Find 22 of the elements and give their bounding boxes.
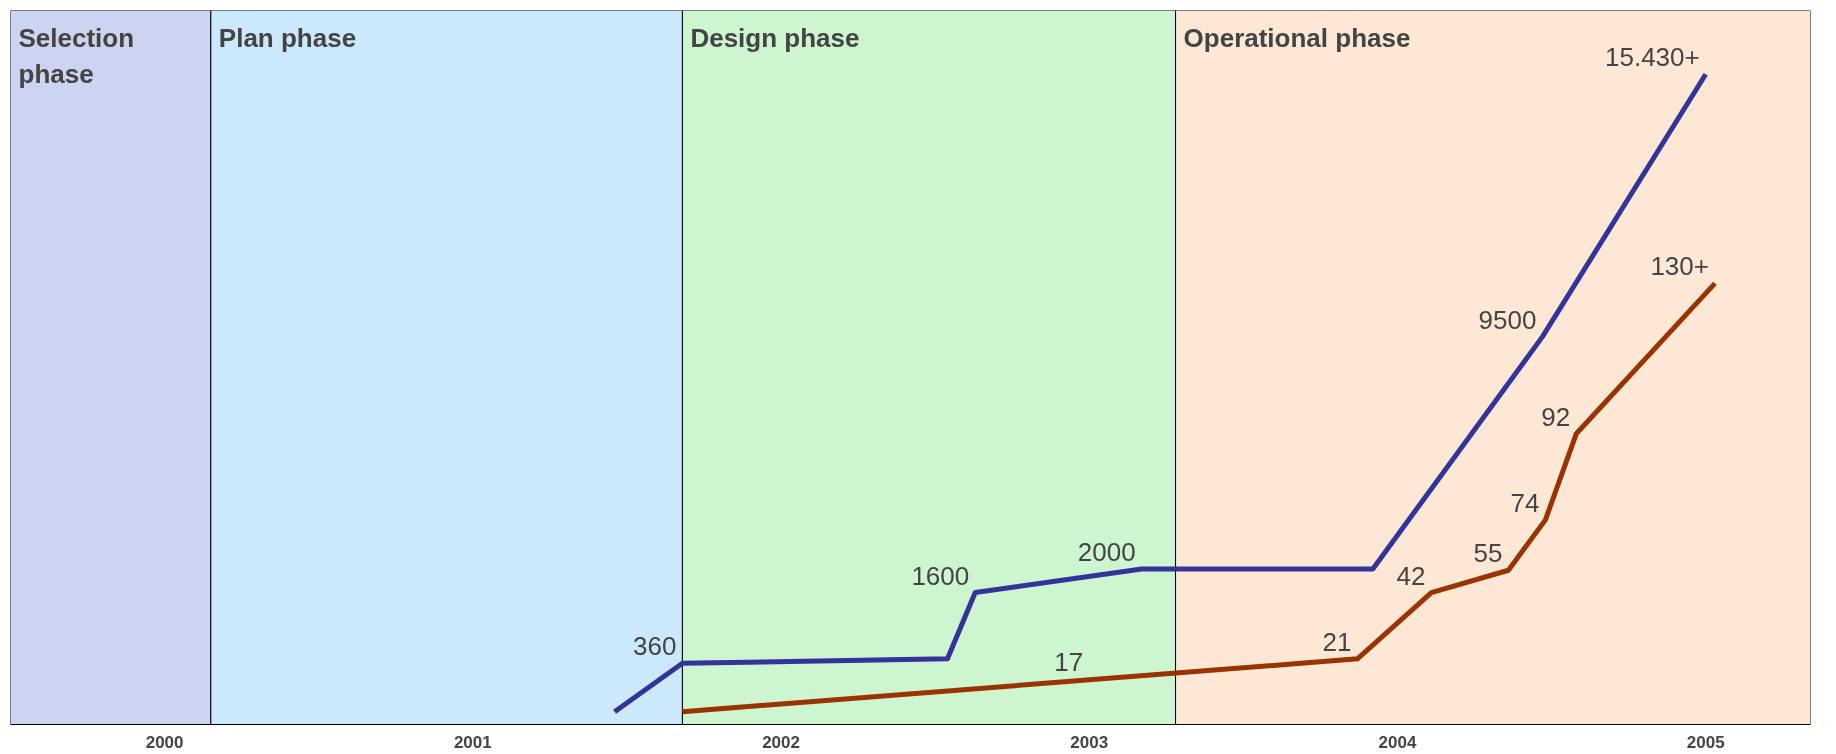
annotation: 130+ xyxy=(1650,251,1709,282)
annotation: 15.430+ xyxy=(1605,42,1700,73)
band-label: Plan phase xyxy=(218,22,357,53)
band-label: Design phase xyxy=(690,22,860,53)
annotation: 17 xyxy=(1054,646,1084,677)
band-label: Selection phase xyxy=(18,22,135,89)
annotation: 1600 xyxy=(911,560,970,591)
annotation: 21 xyxy=(1322,626,1352,657)
x-tick-label: 2001 xyxy=(453,732,492,752)
annotation: 42 xyxy=(1396,560,1426,591)
x-tick-label: 2005 xyxy=(1686,732,1725,752)
annotation: 74 xyxy=(1510,487,1540,518)
annotation: 92 xyxy=(1541,401,1571,432)
annotation: 360 xyxy=(633,631,677,662)
annotation: 9500 xyxy=(1478,304,1537,335)
annotation: 2000 xyxy=(1077,536,1136,567)
x-tick-label: 2002 xyxy=(762,732,800,752)
x-tick-label: 2003 xyxy=(1070,732,1109,752)
x-tick-label: 2000 xyxy=(145,732,184,752)
band-label: Operational phase xyxy=(1183,22,1411,53)
x-tick-label: 2004 xyxy=(1378,732,1417,752)
annotation: 55 xyxy=(1473,538,1503,569)
